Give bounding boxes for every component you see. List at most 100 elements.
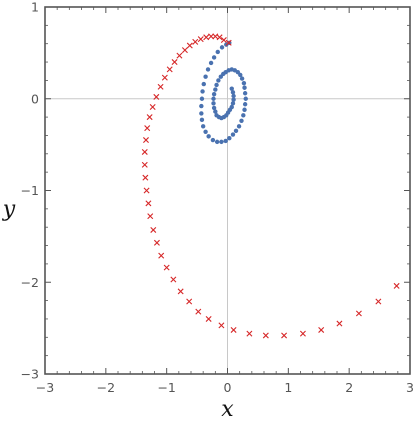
data-point-dot xyxy=(230,101,236,106)
data-point-x-marker xyxy=(146,114,153,121)
data-point-x-marker xyxy=(318,326,325,333)
data-point-dot xyxy=(200,124,206,129)
data-point-dot xyxy=(211,55,217,60)
data-point-x-marker xyxy=(153,93,160,100)
data-point-dot xyxy=(215,49,220,55)
data-point-x-marker xyxy=(145,200,152,207)
data-point-x-marker xyxy=(225,39,232,46)
data-point-x-marker xyxy=(181,47,188,54)
data-point-dot xyxy=(242,85,247,90)
data-point-x-marker xyxy=(212,33,219,40)
data-point-dot xyxy=(206,134,211,139)
data-point-dot xyxy=(241,113,246,118)
data-point-dot xyxy=(243,96,248,101)
data-point-x-marker xyxy=(147,213,154,220)
x-tick-label: −1 xyxy=(157,380,175,395)
data-point-x-marker xyxy=(153,239,160,246)
data-point-dot xyxy=(214,113,219,118)
data-point-x-marker xyxy=(150,226,157,233)
x-tick-label: 3 xyxy=(406,380,414,395)
data-point-x-marker xyxy=(336,320,343,327)
data-point-dot xyxy=(219,45,225,50)
data-point-dot xyxy=(211,105,217,111)
data-point-x-marker xyxy=(281,332,288,339)
data-point-dot xyxy=(229,86,234,91)
data-point-x-marker xyxy=(262,332,269,339)
data-point-x-marker xyxy=(220,37,227,44)
x-tick-label: 1 xyxy=(284,380,292,395)
data-point-dot xyxy=(199,111,204,116)
data-point-dot xyxy=(242,91,248,96)
series-0 xyxy=(199,40,248,145)
x-axis-label: x xyxy=(221,397,234,422)
series-1 xyxy=(141,33,400,339)
data-point-x-marker xyxy=(177,288,184,295)
data-point-dot xyxy=(203,129,208,134)
data-point-x-marker xyxy=(157,83,164,90)
data-point-x-marker xyxy=(205,315,212,322)
y-tick-label: 0 xyxy=(31,91,39,106)
data-point-dot xyxy=(239,76,245,81)
y-axis-label: y xyxy=(2,197,16,222)
data-point-dot xyxy=(199,117,205,123)
data-point-dot xyxy=(223,138,228,144)
data-point-dot xyxy=(242,102,248,107)
data-point-dot xyxy=(208,60,214,66)
y-tick-label: −3 xyxy=(21,367,39,382)
x-tick-label: −2 xyxy=(97,380,115,395)
data-point-x-marker xyxy=(208,33,215,40)
data-point-dot xyxy=(230,90,236,95)
data-point-dot xyxy=(213,87,218,92)
y-tick-label: −1 xyxy=(21,183,39,198)
data-point-x-marker xyxy=(171,59,178,66)
data-point-dot xyxy=(241,80,247,86)
data-point-dot xyxy=(199,103,204,109)
data-point-x-marker xyxy=(186,298,193,305)
data-point-dot xyxy=(231,93,236,99)
y-tick-label: −2 xyxy=(21,275,39,290)
data-point-dot xyxy=(230,132,236,137)
data-point-x-marker xyxy=(163,264,170,271)
data-point-dot xyxy=(199,96,205,101)
data-point-dot xyxy=(203,74,208,79)
data-point-dot xyxy=(231,97,236,102)
x-tick-label: −3 xyxy=(36,380,54,395)
data-point-dot xyxy=(216,78,221,83)
x-tick-label: 0 xyxy=(224,380,232,395)
data-point-x-marker xyxy=(186,42,193,49)
x-tick-label: 2 xyxy=(345,380,353,395)
data-point-dot xyxy=(239,118,244,123)
data-point-x-marker xyxy=(393,282,400,289)
data-point-dot xyxy=(200,89,205,94)
data-point-x-marker xyxy=(246,330,253,337)
data-point-dot xyxy=(238,72,243,78)
data-point-x-marker xyxy=(149,104,156,110)
data-point-dot xyxy=(214,139,220,145)
data-point-x-marker xyxy=(158,252,165,259)
data-point-dot xyxy=(211,101,216,106)
data-point-x-marker xyxy=(197,36,204,43)
data-point-x-marker xyxy=(142,137,149,144)
data-point-x-marker xyxy=(203,34,210,41)
data-point-dot xyxy=(219,139,224,145)
data-point-x-marker xyxy=(230,326,237,333)
data-point-x-marker xyxy=(375,298,382,305)
data-point-dot xyxy=(214,82,219,88)
data-point-dot xyxy=(227,136,232,141)
data-point-x-marker xyxy=(192,38,199,45)
tick-layer: −3 −2 −1 0 1 2 3 −3 −2 −1 0 1 xyxy=(21,0,414,395)
data-point-dot xyxy=(242,107,247,112)
data-point-x-marker xyxy=(161,74,168,81)
data-point-x-marker xyxy=(141,161,148,168)
series-layer xyxy=(141,33,400,339)
y-tick-label: 1 xyxy=(31,0,39,15)
data-point-x-marker xyxy=(141,148,148,155)
data-point-dot xyxy=(213,109,218,114)
data-point-x-marker xyxy=(218,322,225,329)
data-point-dot xyxy=(205,67,211,72)
data-point-x-marker xyxy=(299,330,306,337)
data-point-dot xyxy=(211,96,216,101)
data-point-dot xyxy=(236,124,242,129)
data-point-x-marker xyxy=(170,276,177,283)
